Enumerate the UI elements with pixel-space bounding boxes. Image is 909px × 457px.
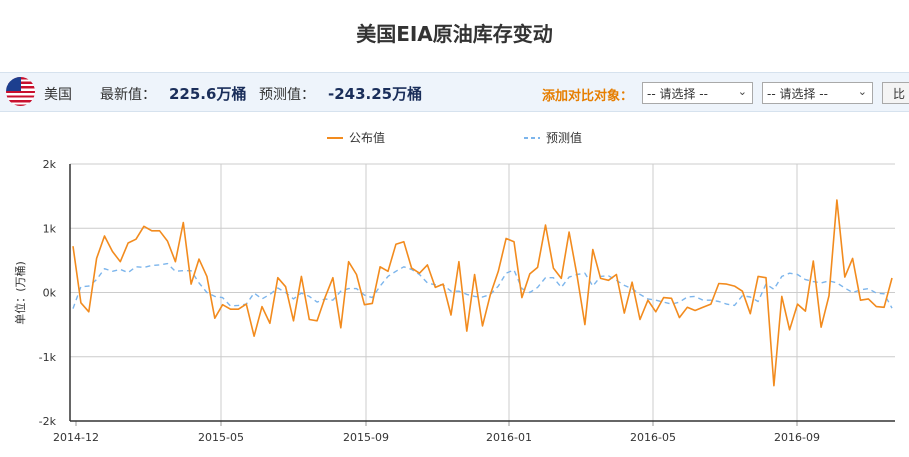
y-tick-label: 0k bbox=[43, 287, 57, 300]
latest-value-label: 最新值： bbox=[100, 87, 156, 103]
chevron-down-icon: ⌄ bbox=[737, 85, 747, 98]
latest-value: 225.6万桶 bbox=[169, 85, 247, 103]
y-tick-label: 2k bbox=[43, 158, 57, 171]
x-tick-label: 2015-05 bbox=[198, 431, 244, 444]
y-axis-label: 单位：(万桶) bbox=[13, 261, 27, 325]
y-tick-label: -2k bbox=[39, 415, 57, 428]
x-tick-label: 2016-09 bbox=[774, 431, 820, 444]
compare-select-2[interactable]: -- 请选择 -- ⌄ bbox=[762, 82, 873, 104]
forecast-series-line bbox=[72, 262, 893, 309]
us-flag-icon bbox=[6, 77, 35, 106]
page-title: 美国EIA原油库存变动 bbox=[356, 22, 553, 46]
country-label: 美国 bbox=[44, 87, 72, 103]
compare-select-2-value: -- 请选择 -- bbox=[767, 87, 828, 101]
compare-select-1-value: -- 请选择 -- bbox=[647, 87, 708, 101]
x-tick-label: 2016-05 bbox=[630, 431, 676, 444]
y-tick-label: -1k bbox=[39, 351, 57, 364]
forecast-value: -243.25万桶 bbox=[328, 85, 423, 103]
compare-select-1[interactable]: -- 请选择 -- ⌄ bbox=[642, 82, 753, 104]
forecast-value-label: 预测值： bbox=[259, 87, 315, 103]
compare-button[interactable]: 比 bbox=[882, 82, 909, 104]
legend-forecast[interactable]: 预测值 bbox=[546, 130, 582, 145]
published-series-line bbox=[72, 199, 893, 387]
chart-legend: 公布值 预测值 bbox=[327, 130, 582, 145]
y-tick-label: 1k bbox=[43, 222, 57, 235]
x-tick-label: 2014-12 bbox=[53, 431, 99, 444]
legend-published[interactable]: 公布值 bbox=[349, 130, 385, 145]
x-tick-label: 2015-09 bbox=[343, 431, 389, 444]
add-compare-label: 添加对比对象： bbox=[542, 89, 634, 104]
info-bar: 美国 最新值： 225.6万桶 预测值： -243.25万桶 添加对比对象： -… bbox=[0, 72, 909, 112]
chevron-down-icon: ⌄ bbox=[857, 85, 867, 98]
x-tick-label: 2016-01 bbox=[486, 431, 532, 444]
